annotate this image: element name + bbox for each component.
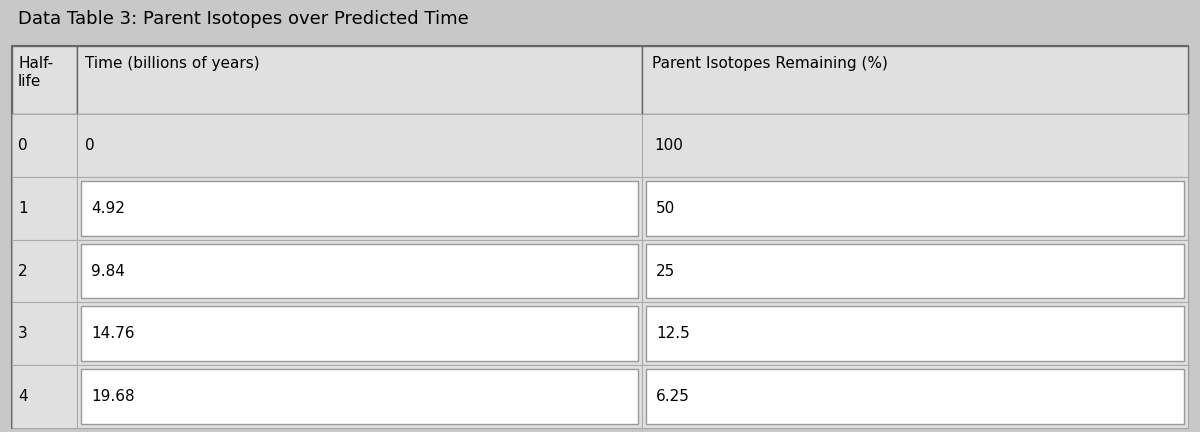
- Text: 19.68: 19.68: [91, 389, 134, 404]
- Bar: [12, 240, 77, 302]
- Bar: [82, 369, 638, 424]
- Bar: [642, 114, 1188, 177]
- Text: life: life: [18, 74, 41, 89]
- Text: 12.5: 12.5: [656, 326, 690, 341]
- Bar: [77, 114, 642, 177]
- Text: 0: 0: [18, 138, 28, 153]
- Bar: [77, 240, 642, 302]
- Bar: [12, 114, 77, 177]
- Text: 3: 3: [18, 326, 28, 341]
- Text: 2: 2: [18, 264, 28, 279]
- Text: 50: 50: [656, 201, 676, 216]
- Text: 25: 25: [656, 264, 676, 279]
- Bar: [12, 177, 77, 240]
- Bar: [642, 365, 1188, 428]
- Bar: [82, 306, 638, 361]
- Bar: [642, 46, 1188, 114]
- Bar: [77, 365, 642, 428]
- Text: 14.76: 14.76: [91, 326, 134, 341]
- Bar: [646, 181, 1184, 235]
- Bar: [642, 240, 1188, 302]
- Text: 1: 1: [18, 201, 28, 216]
- Text: Half-: Half-: [18, 56, 53, 71]
- Bar: [77, 177, 642, 240]
- Text: 100: 100: [654, 138, 683, 153]
- Text: Time (billions of years): Time (billions of years): [85, 56, 259, 71]
- Text: 6.25: 6.25: [656, 389, 690, 404]
- Bar: [646, 306, 1184, 361]
- Bar: [12, 302, 77, 365]
- Text: Parent Isotopes Remaining (%): Parent Isotopes Remaining (%): [652, 56, 888, 71]
- Bar: [77, 46, 642, 114]
- Bar: [77, 302, 642, 365]
- Text: 9.84: 9.84: [91, 264, 125, 279]
- Text: 4.92: 4.92: [91, 201, 125, 216]
- Bar: [646, 244, 1184, 299]
- Bar: [82, 244, 638, 299]
- Bar: [82, 181, 638, 235]
- Bar: [12, 46, 1188, 428]
- Bar: [12, 46, 77, 114]
- Text: Data Table 3: Parent Isotopes over Predicted Time: Data Table 3: Parent Isotopes over Predi…: [18, 10, 469, 28]
- Text: 0: 0: [85, 138, 95, 153]
- Bar: [642, 302, 1188, 365]
- Bar: [12, 365, 77, 428]
- Text: 4: 4: [18, 389, 28, 404]
- Bar: [646, 369, 1184, 424]
- Bar: [642, 177, 1188, 240]
